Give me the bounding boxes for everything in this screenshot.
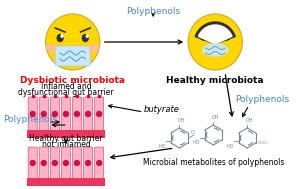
Circle shape — [30, 160, 35, 166]
FancyBboxPatch shape — [83, 147, 93, 179]
FancyBboxPatch shape — [39, 97, 48, 131]
Text: OCH₃: OCH₃ — [258, 141, 268, 145]
Circle shape — [64, 112, 68, 116]
Ellipse shape — [200, 32, 207, 40]
Circle shape — [97, 160, 102, 166]
Ellipse shape — [228, 33, 230, 36]
Text: Microbial metabolites of polyphenols: Microbial metabolites of polyphenols — [143, 158, 284, 167]
Text: Healthy gut barrier: Healthy gut barrier — [29, 134, 103, 143]
Circle shape — [188, 14, 242, 70]
FancyBboxPatch shape — [61, 147, 70, 179]
Ellipse shape — [57, 35, 63, 42]
Circle shape — [86, 112, 91, 116]
Text: Polyphenols: Polyphenols — [236, 95, 290, 105]
Text: O: O — [191, 130, 195, 136]
Text: Polyphenols: Polyphenols — [126, 7, 180, 16]
Ellipse shape — [47, 45, 56, 51]
Text: OH: OH — [178, 118, 185, 123]
Ellipse shape — [86, 35, 88, 37]
Text: Healthy microbiota: Healthy microbiota — [166, 76, 264, 85]
Circle shape — [45, 14, 100, 70]
Ellipse shape — [89, 45, 99, 51]
Text: Dysbiotic microbiota: Dysbiotic microbiota — [20, 76, 125, 85]
Text: Polyphenols: Polyphenols — [3, 115, 57, 125]
Circle shape — [75, 112, 79, 116]
FancyBboxPatch shape — [28, 147, 37, 179]
Bar — [27, 178, 105, 186]
Circle shape — [41, 160, 46, 166]
Circle shape — [41, 112, 46, 116]
FancyBboxPatch shape — [73, 147, 82, 179]
Text: not inflamed: not inflamed — [42, 140, 90, 149]
Wedge shape — [195, 22, 235, 44]
Text: OH: OH — [212, 115, 219, 120]
FancyBboxPatch shape — [28, 97, 37, 131]
Text: dysfunctional gut barrier: dysfunctional gut barrier — [18, 88, 114, 97]
FancyBboxPatch shape — [50, 147, 59, 179]
Text: OH: OH — [245, 118, 253, 123]
Wedge shape — [198, 25, 232, 44]
FancyBboxPatch shape — [95, 97, 104, 131]
Ellipse shape — [61, 35, 63, 37]
FancyBboxPatch shape — [61, 97, 70, 131]
Text: HO: HO — [192, 140, 200, 146]
FancyBboxPatch shape — [55, 46, 90, 66]
Text: butyrate: butyrate — [144, 105, 179, 115]
Circle shape — [86, 160, 91, 166]
Circle shape — [97, 112, 102, 116]
Circle shape — [52, 160, 57, 166]
Circle shape — [75, 160, 79, 166]
Circle shape — [30, 112, 35, 116]
Ellipse shape — [203, 44, 228, 56]
FancyBboxPatch shape — [73, 97, 82, 131]
Circle shape — [52, 112, 57, 116]
Ellipse shape — [82, 35, 88, 42]
Ellipse shape — [223, 32, 230, 40]
Circle shape — [64, 160, 68, 166]
Text: HO: HO — [226, 143, 234, 149]
FancyBboxPatch shape — [50, 97, 59, 131]
Bar — [27, 130, 105, 138]
Text: HO: HO — [158, 143, 166, 149]
Text: Inflamed and: Inflamed and — [41, 82, 91, 91]
FancyBboxPatch shape — [95, 147, 104, 179]
FancyBboxPatch shape — [83, 97, 93, 131]
Ellipse shape — [204, 33, 207, 36]
FancyBboxPatch shape — [39, 147, 48, 179]
